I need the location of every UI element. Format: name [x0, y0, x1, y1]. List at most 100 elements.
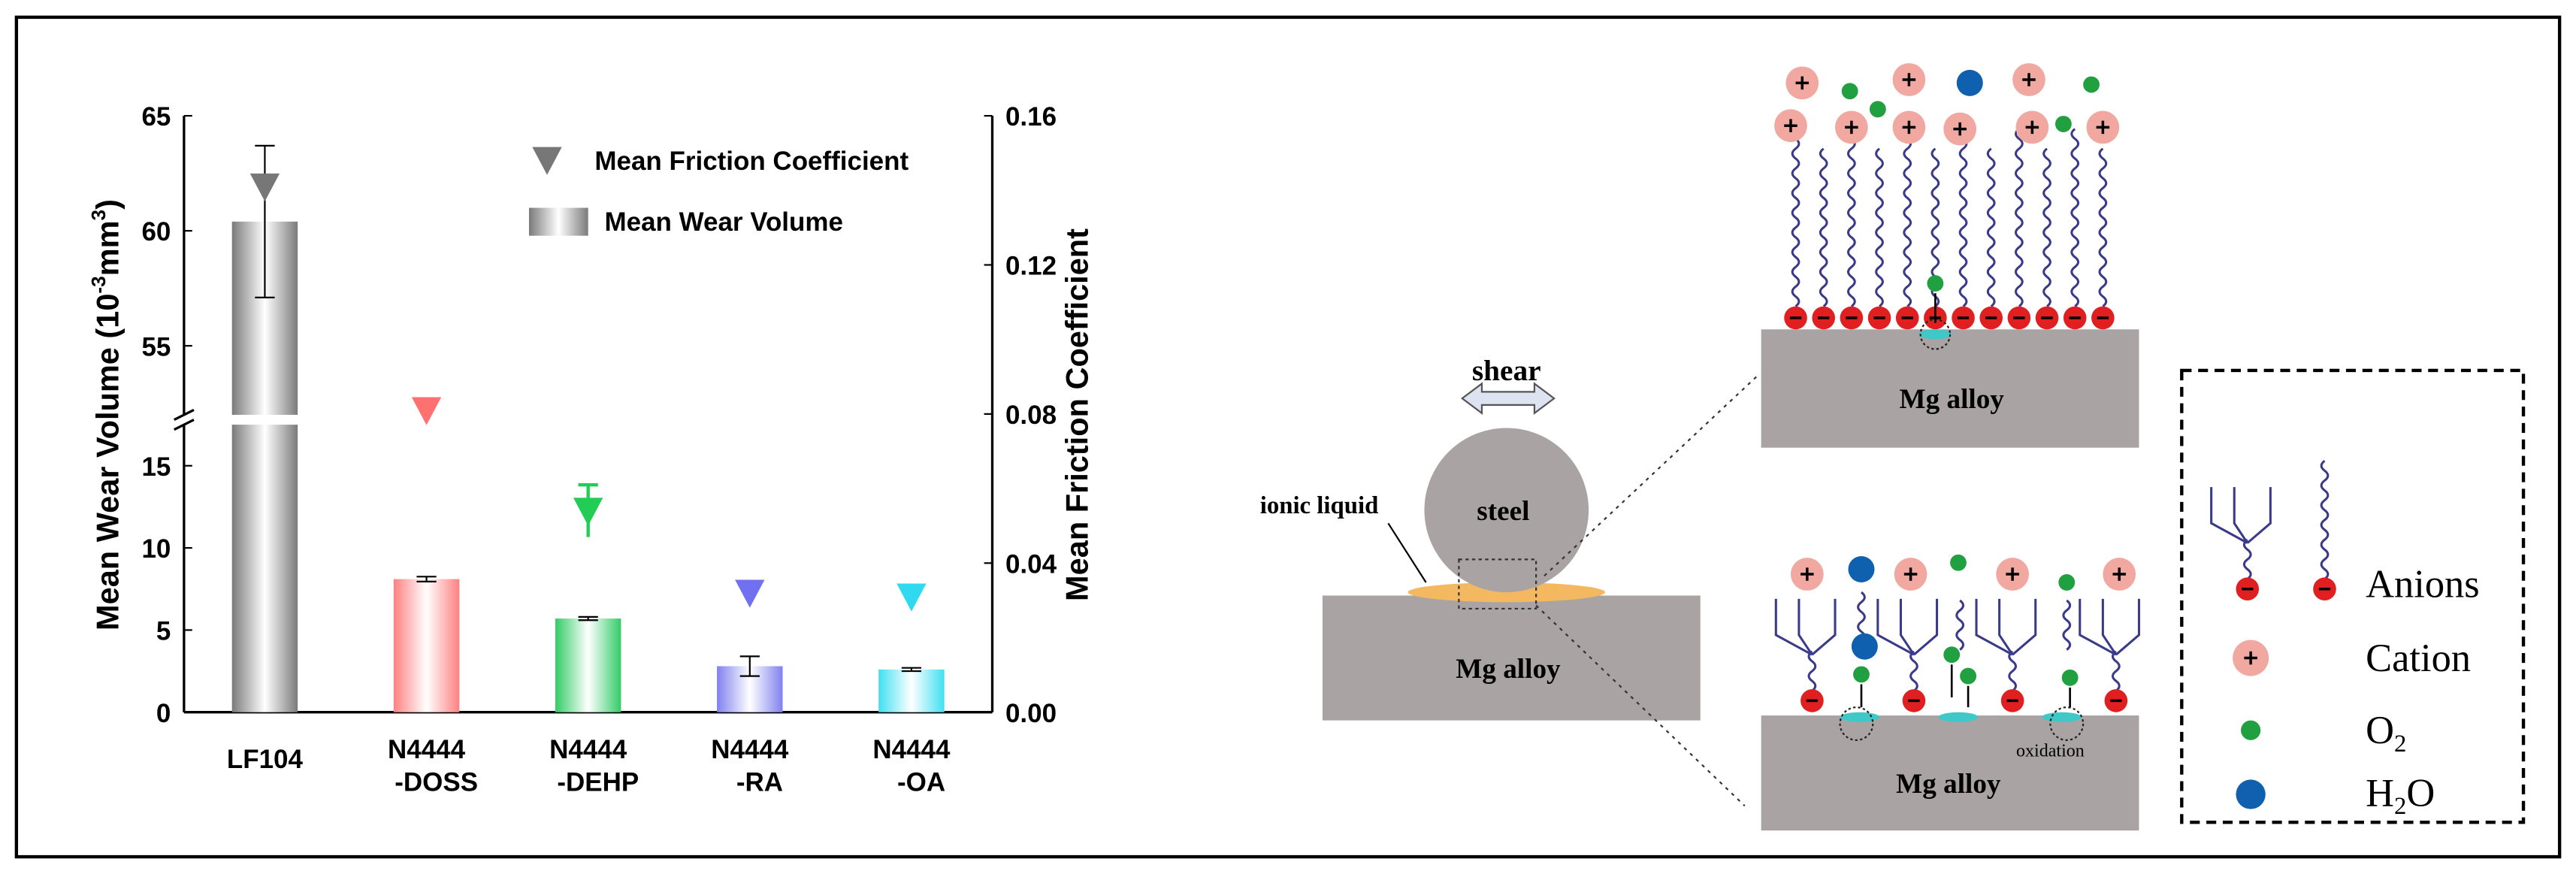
x-tick-label: N4444	[872, 735, 951, 764]
x-tick-label: -OA	[897, 768, 945, 797]
oxygen	[1869, 101, 1886, 118]
oxidation-spot	[1840, 712, 1880, 722]
legend-label-part: 2	[2394, 730, 2406, 758]
bar	[878, 669, 945, 712]
legend-label-part: H	[2366, 771, 2394, 815]
reaction-site	[1839, 706, 1874, 741]
steel-label: steel	[1477, 496, 1529, 527]
legend-label: Cation	[2366, 637, 2471, 680]
alkyl-chain	[2320, 459, 2330, 580]
alkyl-chain	[2242, 538, 2252, 580]
alkyl-chain	[1875, 147, 1884, 307]
y-axis-label-part: mm	[89, 220, 125, 276]
alkyl-chain	[1899, 598, 1915, 656]
y-tick-label: 55	[141, 332, 171, 361]
oxygen	[2054, 116, 2072, 132]
y-axis-label-part: 3	[87, 210, 110, 221]
legend-label: H2O	[2366, 771, 2435, 820]
oxidation-label: oxidation	[2016, 742, 2085, 761]
alkyl-chain	[1774, 598, 1813, 656]
oxygen	[2241, 720, 2261, 740]
substrate	[1761, 329, 2139, 448]
legend-marker	[532, 147, 562, 175]
oxidation-spot	[1938, 712, 1979, 722]
alkyl-chain	[1975, 598, 2013, 656]
marker	[411, 397, 442, 425]
substrate-label: Mg alloy	[1900, 384, 2005, 415]
alkyl-chain	[1791, 128, 1800, 307]
alkyl-chain	[2014, 128, 2024, 307]
oxidation-spot	[1918, 329, 1952, 340]
y2-axis-label: Mean Friction Coefficient	[1059, 228, 1094, 601]
marker	[249, 173, 280, 202]
alkyl-chain	[2246, 487, 2272, 544]
x-tick-label: -DEHP	[557, 768, 639, 797]
pointer	[1387, 522, 1427, 583]
y-tick-label: 15	[141, 452, 171, 482]
shear-arrow	[1460, 382, 1556, 415]
legend-swatch	[528, 207, 588, 236]
substrate-label: Mg alloy	[1456, 654, 1561, 685]
y-axis-label-part: Mean Wear Volume (10	[89, 294, 125, 631]
y2-tick-label: 0.04	[1005, 549, 1057, 579]
steel-ball	[1424, 428, 1589, 593]
legend-label-part: O	[2406, 771, 2435, 815]
break-mark	[174, 419, 195, 431]
y2-tick-label: 0.00	[1005, 699, 1057, 728]
x-tick-label: N4444	[388, 735, 466, 764]
alkyl-chain	[1998, 598, 2014, 656]
alkyl-chain	[1807, 650, 1817, 692]
oxygen	[2061, 669, 2079, 686]
oxygen	[1927, 275, 1944, 292]
zoom-box	[1458, 558, 1537, 610]
y-axis-label: Mean Wear Volume (10-3mm3)	[87, 199, 125, 631]
alkyl-chain	[1912, 598, 1939, 656]
alkyl-chain	[1909, 650, 1918, 692]
marker	[573, 497, 603, 526]
legend-label: Mean Friction Coefficient	[594, 147, 909, 176]
alkyl-chain	[1958, 128, 1968, 307]
y2-tick-label: 0.08	[1005, 401, 1057, 430]
legend-label: Anions	[2366, 563, 2480, 606]
y-axis-label-part: -3	[87, 276, 110, 293]
alkyl-chain	[2062, 599, 2072, 651]
y-axis-label-part: )	[89, 199, 125, 210]
oxygen	[1853, 666, 1870, 683]
water	[1851, 633, 1878, 660]
y-tick-label: 65	[141, 102, 171, 132]
substrate-label: Mg alloy	[1896, 769, 2001, 800]
alkyl-chain	[2070, 128, 2080, 307]
alkyl-chain	[2042, 147, 2051, 307]
alkyl-chain	[1846, 128, 1856, 307]
x-tick-label: LF104	[227, 745, 304, 774]
alkyl-chain	[2210, 487, 2248, 544]
alkyl-chain	[2111, 650, 2121, 692]
ionic-liquid-film	[1407, 582, 1605, 603]
alkyl-chain	[2012, 598, 2037, 656]
alkyl-chain	[2079, 598, 2117, 656]
oxidation-spot	[2042, 712, 2082, 722]
oxygen	[1841, 83, 1858, 100]
alkyl-chain	[1903, 128, 1912, 307]
bar	[555, 618, 621, 712]
alkyl-chain	[2098, 147, 2108, 307]
substrate	[1761, 715, 2139, 831]
y-tick-label: 10	[141, 534, 171, 564]
marker	[735, 579, 765, 608]
oxygen	[2083, 76, 2100, 93]
y-tick-label: 5	[156, 616, 171, 646]
substrate	[1322, 595, 1701, 721]
water	[2236, 779, 2266, 809]
alkyl-chain	[2233, 487, 2249, 544]
figure-border	[14, 15, 2562, 859]
marker	[896, 583, 927, 612]
axis-break	[171, 414, 303, 425]
water	[1848, 556, 1875, 582]
x-tick-label: N4444	[549, 735, 627, 764]
legend-label: Mean Wear Volume	[605, 207, 843, 237]
alkyl-chain	[2101, 598, 2118, 656]
alkyl-chain	[1797, 598, 1813, 656]
x-tick-label: -DOSS	[395, 768, 478, 797]
legend-label-part: O	[2366, 709, 2394, 752]
